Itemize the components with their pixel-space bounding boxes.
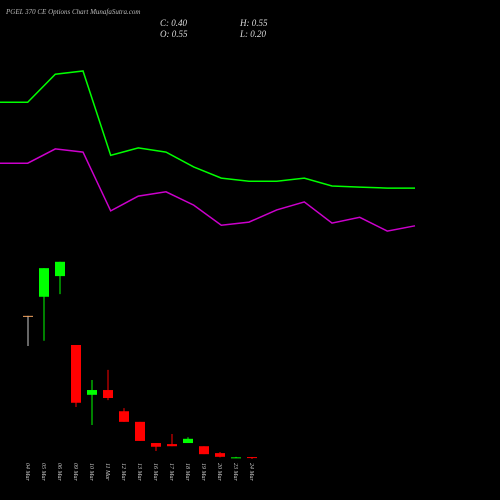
x-tick-label: 18 Mar [184,463,190,481]
x-tick-label: 05 Mar [40,463,46,481]
x-tick-label: 09 Mar [72,463,78,481]
x-tick-label: 12 Mar [120,463,126,481]
candle-body [135,421,145,441]
header-close: C: 0.40 [160,18,188,28]
candle-body [23,315,33,317]
header-high: H: 0.55 [239,18,268,28]
overlay-line [0,148,416,232]
x-tick-label: 06 Mar [56,463,62,481]
x-tick-label: 19 Mar [200,463,206,481]
candle-body [167,444,177,447]
candle-body [231,457,241,459]
overlay-line [0,70,415,189]
x-tick-label: 10 Mar [88,463,94,481]
header-open: O: 0.55 [160,29,188,39]
x-tick-label: 11 Mar [104,463,110,481]
x-tick-label: 17 Mar [168,463,174,481]
candle-body [71,345,81,403]
candle-body [55,261,65,277]
candle-body [119,411,129,422]
chart-title: PGEL 370 CE Options Chart MunafaSutra.co… [5,8,140,16]
candle-body [103,390,113,398]
candle-body [39,268,49,297]
candle-body [183,438,193,444]
candle-body [87,390,97,395]
candle-body [247,457,257,459]
x-tick-label: 13 Mar [136,463,142,481]
x-tick-label: 04 Mar [24,463,31,481]
x-tick-label: 24 Mar [248,463,255,481]
candle-body [151,443,161,447]
header-low: L: 0.20 [239,29,267,39]
x-tick-label: 16 Mar [152,463,158,481]
candle-body [215,453,225,457]
candle-body [199,446,209,455]
x-tick-label: 23 Mar [232,463,238,481]
x-tick-label: 20 Mar [216,463,222,481]
